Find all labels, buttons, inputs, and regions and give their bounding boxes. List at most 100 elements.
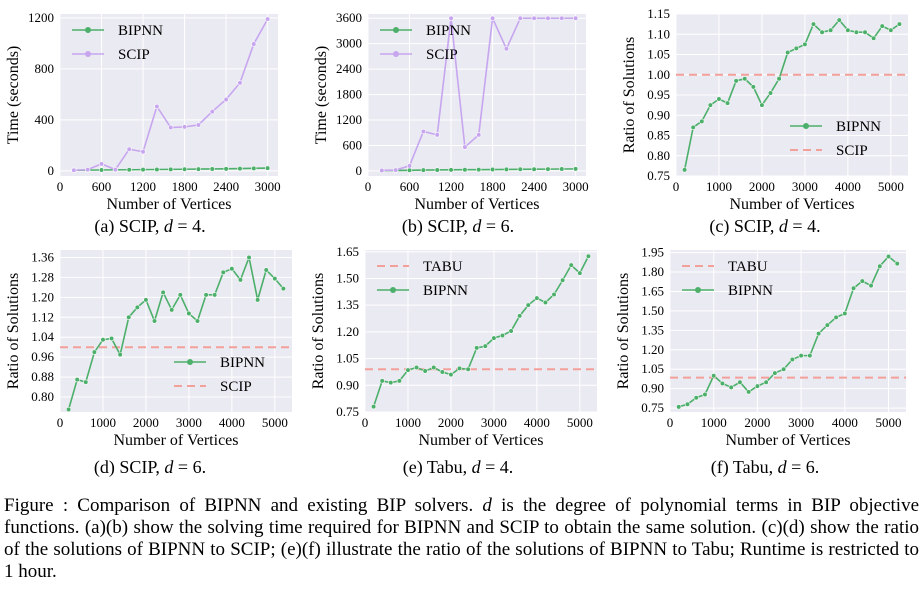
data-point-bipnn bbox=[140, 167, 146, 173]
x-tick-label: 3000 bbox=[481, 415, 507, 430]
legend-marker bbox=[393, 51, 399, 57]
plot-area bbox=[60, 14, 278, 176]
series-group bbox=[60, 254, 292, 412]
chart-d: 0 1000 2000 3000 4000 5000 0.80 0.88 0.96 1.04 1.1… bbox=[5, 249, 292, 449]
y-tick-label: 3600 bbox=[336, 10, 362, 25]
x-tick-label: 1200 bbox=[130, 179, 156, 194]
data-point-scip bbox=[434, 132, 440, 138]
caption-prefix: (f) Tabu, bbox=[710, 457, 778, 477]
data-point-bipnn bbox=[807, 353, 813, 359]
data-point-bipnn bbox=[117, 352, 123, 358]
caption-d: (d) SCIP, d = 6. bbox=[0, 457, 300, 478]
legend-marker bbox=[85, 51, 91, 57]
y-tick-label: 1.80 bbox=[641, 264, 664, 279]
series-group bbox=[670, 253, 906, 410]
data-point-scip bbox=[545, 15, 551, 21]
y-tick-label: 400 bbox=[35, 112, 55, 127]
data-point-bipnn bbox=[888, 27, 894, 33]
legend: BIPNN SCIP bbox=[174, 355, 265, 395]
y-axis-label: Ratio of Solutions bbox=[310, 273, 327, 389]
data-point-scip bbox=[251, 41, 257, 47]
data-point-bipnn bbox=[431, 364, 437, 371]
legend-label-tabu: TABU bbox=[728, 259, 768, 275]
caption-prefix: (b) SCIP, bbox=[401, 216, 473, 236]
caption-suffix: = 4. bbox=[172, 216, 206, 236]
x-tick-label: 4000 bbox=[832, 415, 858, 430]
data-point-bipnn bbox=[885, 253, 892, 260]
y-tick-label: 1.12 bbox=[31, 309, 54, 324]
y-tick-label: 1.95 bbox=[641, 245, 664, 260]
x-tick-label: 0 bbox=[57, 415, 64, 430]
data-point-bipnn bbox=[545, 166, 551, 172]
data-point-bipnn bbox=[585, 253, 592, 259]
y-tick-label: 3000 bbox=[336, 36, 362, 51]
data-point-bipnn bbox=[828, 27, 834, 33]
caption-b: (b) SCIP, d = 6. bbox=[308, 216, 608, 237]
legend: BIPNN SCIP bbox=[790, 119, 881, 159]
legend: TABU BIPNN bbox=[377, 259, 468, 299]
x-tick-label: 4000 bbox=[835, 179, 861, 194]
data-point-scip bbox=[126, 146, 132, 152]
legend-marker bbox=[803, 123, 809, 129]
caption-symbol: d bbox=[163, 216, 173, 236]
data-point-bipnn bbox=[237, 277, 244, 283]
x-tick-label: 1200 bbox=[438, 179, 464, 194]
data-point-bipnn bbox=[560, 277, 566, 283]
plot-area bbox=[670, 250, 906, 412]
y-tick-label: 1.28 bbox=[31, 269, 54, 284]
data-point-bipnn bbox=[100, 337, 106, 343]
data-point-scip bbox=[489, 15, 496, 21]
x-tick-label: 3000 bbox=[563, 179, 589, 194]
data-point-bipnn bbox=[91, 349, 97, 355]
data-point-bipnn bbox=[815, 330, 822, 337]
y-tick-label: 1.10 bbox=[647, 26, 670, 41]
y-tick-label: 0.90 bbox=[336, 377, 359, 392]
x-tick-label: 2400 bbox=[213, 179, 239, 194]
plot-area bbox=[60, 250, 292, 412]
data-point-bipnn bbox=[728, 384, 734, 390]
y-tick-label: 1.36 bbox=[31, 249, 54, 264]
data-point-scip bbox=[265, 16, 271, 22]
x-tick-label: 2400 bbox=[521, 179, 547, 194]
charts-svg: 0 600 1200 1800 2400 3000 0 400 800 1200 Number of… bbox=[5, 6, 908, 449]
y-axis-label: Time (seconds) bbox=[5, 46, 22, 145]
data-point-bipnn bbox=[693, 395, 699, 401]
legend-label-scip: SCIP bbox=[426, 47, 458, 63]
data-point-scip bbox=[462, 144, 468, 150]
data-point-bipnn bbox=[396, 378, 402, 384]
y-tick-label: 0.90 bbox=[647, 107, 670, 122]
caption-prefix: (a) SCIP, bbox=[94, 216, 164, 236]
caption-text-2: is the degree of polynomial terms in BIP… bbox=[4, 495, 920, 582]
y-tick-label: 1.50 bbox=[641, 303, 664, 318]
legend-label-tabu: TABU bbox=[423, 259, 463, 275]
data-point-bipnn bbox=[491, 335, 497, 341]
data-point-bipnn bbox=[194, 318, 201, 324]
data-point-bipnn bbox=[168, 166, 174, 172]
y-tick-label: 1800 bbox=[336, 87, 362, 102]
x-tick-label: 600 bbox=[400, 179, 420, 194]
caption-e: (e) Tabu, d = 4. bbox=[308, 457, 608, 478]
y-tick-label: 1.00 bbox=[647, 67, 670, 82]
x-tick-label: 3000 bbox=[792, 179, 818, 194]
data-point-bipnn bbox=[65, 406, 72, 412]
data-point-bipnn bbox=[474, 345, 480, 351]
data-point-bipnn bbox=[143, 297, 149, 303]
data-point-bipnn bbox=[754, 383, 761, 389]
legend-label-scip: SCIP bbox=[220, 379, 252, 395]
legend-marker bbox=[390, 287, 396, 293]
data-point-bipnn bbox=[476, 167, 482, 173]
data-point-bipnn bbox=[879, 23, 885, 29]
data-point-bipnn bbox=[850, 285, 857, 291]
y-tick-label: 1.20 bbox=[641, 342, 664, 357]
data-point-bipnn bbox=[681, 167, 688, 173]
data-point-bipnn bbox=[489, 166, 496, 173]
x-axis-label: Number of Vertices bbox=[726, 432, 851, 449]
data-point-bipnn bbox=[559, 166, 565, 172]
y-tick-label: 0.96 bbox=[31, 349, 54, 364]
y-tick-label: 0.75 bbox=[641, 400, 664, 415]
y-axis-label: Ratio of Solutions bbox=[615, 273, 632, 389]
data-point-bipnn bbox=[772, 370, 778, 376]
x-tick-label: 5000 bbox=[878, 179, 904, 194]
data-point-bipnn bbox=[434, 167, 440, 173]
data-point-bipnn bbox=[690, 124, 696, 130]
